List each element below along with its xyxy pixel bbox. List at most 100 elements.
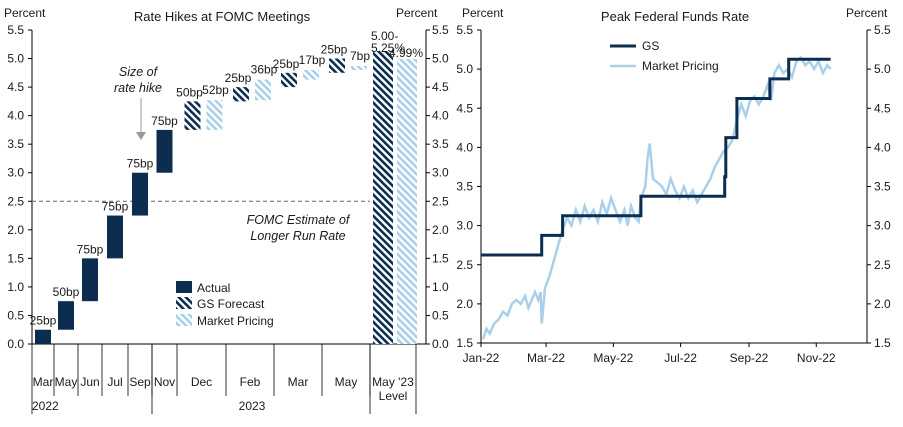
category-label-8: Mar	[288, 375, 309, 389]
left-right-y-axis-title: Percent	[396, 6, 438, 20]
level-category-label-2: Level	[379, 389, 408, 403]
left-right-y-tick-label: 2.0	[432, 223, 449, 237]
left-right-y-tick-label: 1.0	[432, 280, 449, 294]
category-label-3: Jul	[107, 375, 122, 389]
year-2023-label: 2023	[239, 399, 266, 413]
right-right-y-tick-label: 5.0	[874, 62, 891, 76]
right-y-tick-label: 5.0	[456, 62, 473, 76]
hike-label-actual-1: 50bp	[53, 285, 80, 299]
bar-gs-forecast-8	[281, 72, 297, 88]
hike-label-market-6: 52bp	[202, 83, 229, 97]
year-2022-label: 2022	[32, 399, 59, 413]
waterfall-bars	[35, 51, 417, 345]
right-y-axis-title: Percent	[462, 6, 504, 20]
right-y-tick-label: 3.0	[456, 219, 473, 233]
category-label-7: Feb	[240, 375, 261, 389]
left-right-y-tick-label: 4.0	[432, 109, 449, 123]
right-x-ticks: Jan-22 Mar-22 May-22 Jul-22 Sep-22 Nov-22	[463, 343, 836, 365]
left-right-y-tick-label: 1.5	[432, 251, 449, 265]
bar-market-pricing-8	[303, 69, 319, 80]
legend-market-series-label: Market Pricing	[642, 59, 719, 73]
series-line-gs	[481, 57, 831, 257]
category-label-6: Dec	[191, 375, 212, 389]
hike-annotation-1: Size of	[119, 65, 159, 79]
hike-label-market-9: 7bp	[350, 49, 370, 63]
left-right-y-tick-label: 5.0	[432, 52, 449, 66]
level-bar-gs	[373, 51, 393, 345]
category-label-0: Mar	[33, 375, 54, 389]
left-y-tick-label: 1.5	[7, 251, 24, 265]
market-level-label: 4.99%	[389, 46, 423, 60]
right-x-tick-label: Jul-22	[664, 351, 697, 365]
left-y-tick-label: 2.0	[7, 223, 24, 237]
left-y-tick-label: 4.5	[7, 80, 24, 94]
legend-gs-label: GS Forecast	[197, 297, 265, 311]
category-label-5: Nov	[154, 375, 175, 389]
legend-market-label: Market Pricing	[197, 314, 274, 328]
bar-gs-forecast-7	[233, 87, 249, 102]
hike-label-market-8: 17bp	[299, 53, 326, 67]
left-y-axis-title: Percent	[4, 6, 46, 20]
legend-actual-swatch	[176, 281, 192, 293]
right-chart-title: Peak Federal Funds Rate	[601, 9, 749, 24]
right-right-y-tick-label: 2.0	[874, 297, 891, 311]
category-label-4: Sep	[129, 375, 151, 389]
left-y-tick-label: 1.0	[7, 280, 24, 294]
bar-market-pricing-7	[255, 79, 271, 101]
left-right-y-tick-label: 5.5	[432, 23, 449, 37]
right-right-y-axis-title: Percent	[846, 6, 888, 20]
level-bar-market	[397, 59, 417, 344]
right-x-tick-label: Sep-22	[730, 351, 769, 365]
right-y-tick-label: 2.0	[456, 297, 473, 311]
bar-actual-5	[156, 129, 173, 173]
gs-level-label-1: 5.00-	[371, 29, 398, 43]
left-chart: Rate Hikes at FOMC Meetings Percent Perc…	[4, 6, 449, 414]
hike-label-gs-9: 25bp	[321, 43, 348, 57]
bar-actual-4	[132, 172, 148, 216]
left-y-tick-label: 3.5	[7, 137, 24, 151]
hike-annotation-2: rate hike	[114, 81, 162, 95]
hike-annotation-arrow-head	[136, 132, 146, 140]
right-x-tick-label: Jan-22	[463, 351, 500, 365]
right-right-y-tick-label: 2.5	[874, 258, 891, 272]
right-right-y-ticks: 1.5 2.0 2.5 3.0 3.5 4.0 4.5 5.0 5.5	[867, 23, 891, 350]
left-y-tick-label: 0.0	[7, 337, 24, 351]
right-y-tick-label: 4.5	[456, 101, 473, 115]
legend-gs-swatch	[176, 297, 192, 309]
hike-label-actual-3: 75bp	[102, 200, 129, 214]
category-label-9: May	[335, 375, 358, 389]
bar-gs-forecast-6	[184, 101, 201, 130]
right-right-y-tick-label: 1.5	[874, 336, 891, 350]
longer-run-rate-label-2: Longer Run Rate	[250, 229, 345, 243]
right-y-tick-label: 5.5	[456, 23, 473, 37]
left-right-y-tick-label: 3.0	[432, 166, 449, 180]
level-category-label-1: May '23	[372, 375, 414, 389]
left-y-tick-label: 4.0	[7, 109, 24, 123]
bar-actual-0	[35, 329, 51, 344]
right-right-y-tick-label: 4.0	[874, 140, 891, 154]
right-y-tick-label: 2.5	[456, 258, 473, 272]
left-y-tick-label: 3.0	[7, 166, 24, 180]
hike-label-actual-2: 75bp	[77, 242, 104, 256]
right-legend: GS Market Pricing	[610, 39, 719, 73]
legend-gs-series-label: GS	[642, 39, 659, 53]
legend-market-swatch	[176, 314, 192, 326]
right-y-tick-label: 1.5	[456, 336, 473, 350]
right-right-y-tick-label: 3.5	[874, 180, 891, 194]
left-right-y-ticks: 0.0 0.5 1.0 1.5 2.0 2.5 3.0 3.5 4.0 4.5 5.0 5.5	[426, 23, 449, 351]
right-right-y-tick-label: 3.0	[874, 219, 891, 233]
left-y-tick-label: 2.5	[7, 194, 24, 208]
right-chart: Peak Federal Funds Rate Percent Percent …	[456, 6, 891, 365]
bar-actual-3	[107, 215, 123, 259]
left-right-y-tick-label: 0.0	[432, 337, 449, 351]
right-x-tick-label: Nov-22	[797, 351, 836, 365]
hike-label-actual-5: 75bp	[151, 114, 178, 128]
right-y-ticks: 1.5 2.0 2.5 3.0 3.5 4.0 4.5 5.0 5.5	[456, 23, 481, 350]
left-right-y-tick-label: 2.5	[432, 194, 449, 208]
left-right-y-tick-label: 0.5	[432, 308, 449, 322]
left-y-ticks: 0.0 0.5 1.0 1.5 2.0 2.5 3.0 3.5 4.0 4.5 5.0 5.5	[7, 23, 32, 351]
left-y-tick-label: 0.5	[7, 308, 24, 322]
hike-label-actual-4: 75bp	[127, 157, 154, 171]
